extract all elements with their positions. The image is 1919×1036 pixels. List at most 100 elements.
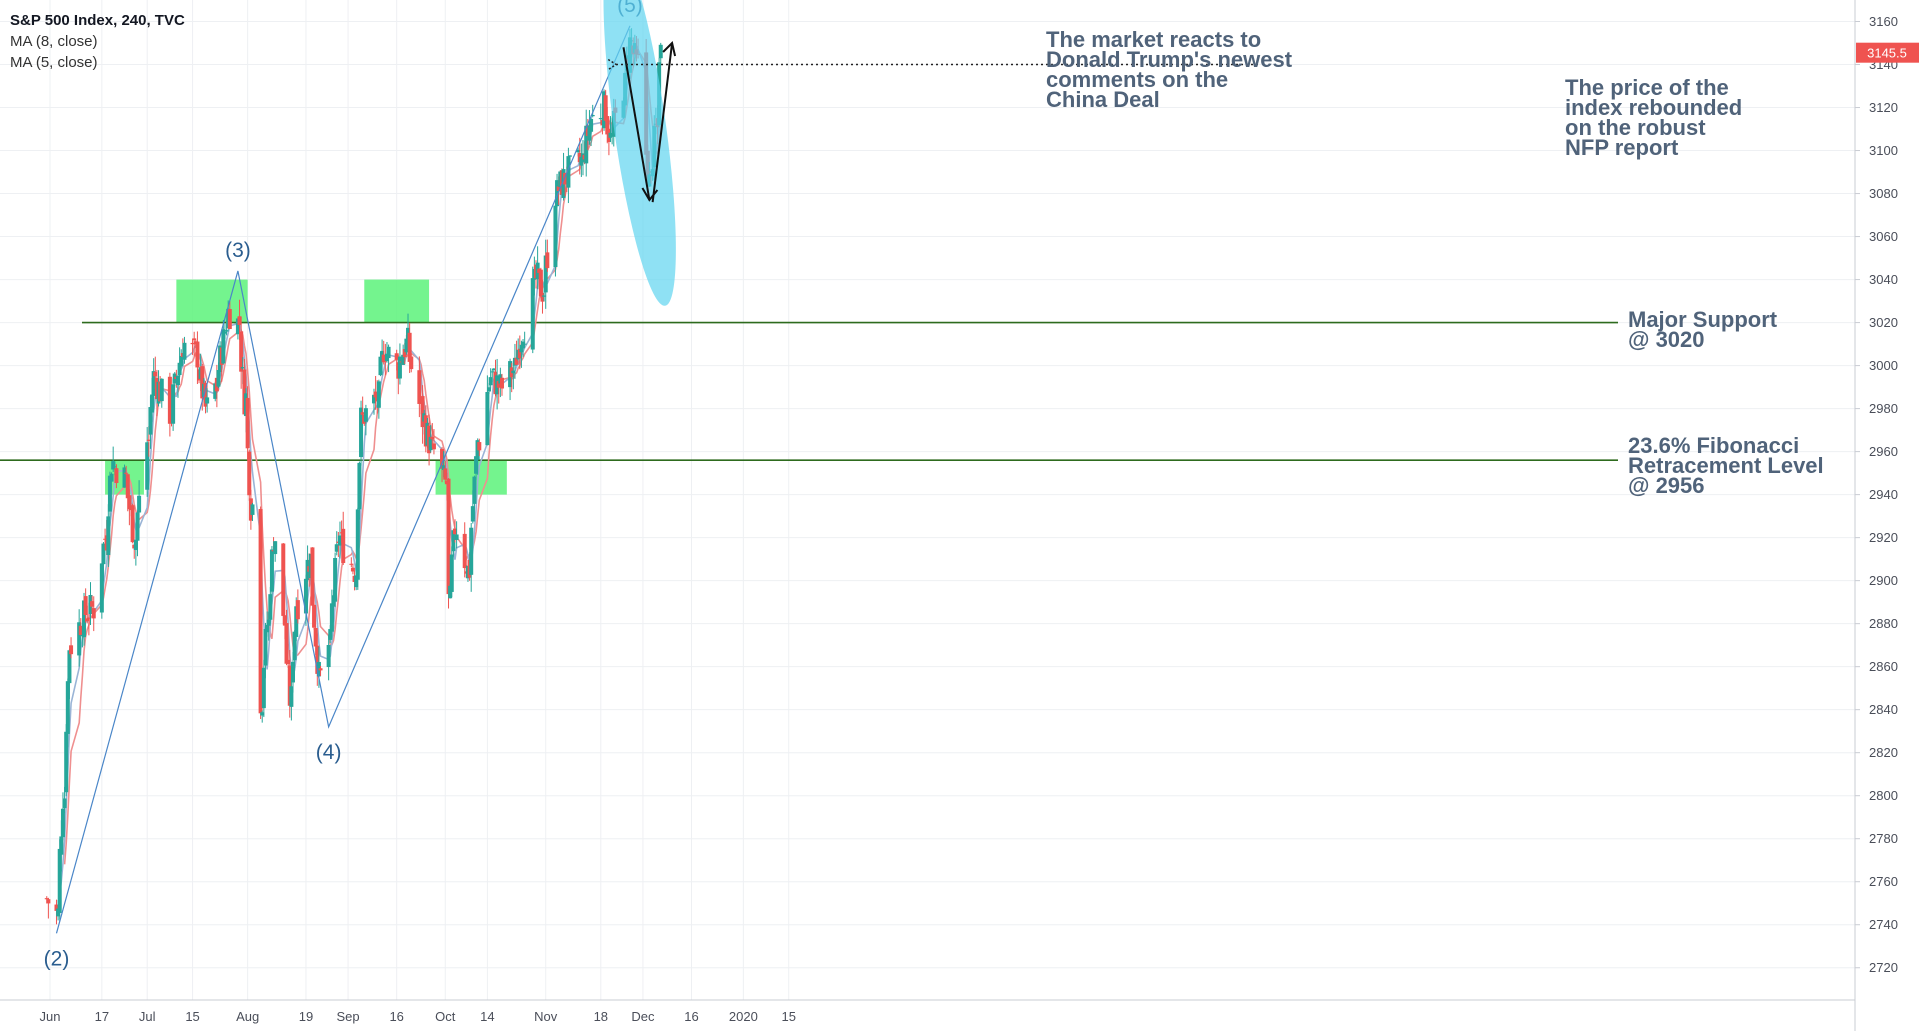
candle-body	[407, 332, 412, 362]
candle-body	[542, 295, 547, 297]
y-tick-label: 2760	[1869, 874, 1898, 889]
candle-body	[295, 600, 300, 620]
candle-body	[222, 331, 227, 334]
x-tick-label: Sep	[337, 1009, 360, 1024]
candle-body	[488, 377, 493, 386]
candle-body	[192, 338, 197, 341]
china-deal-pointer-head	[607, 58, 618, 71]
candle-body	[242, 369, 247, 415]
y-tick-label: 3060	[1869, 229, 1898, 244]
last-price-label: 3145.5	[1867, 46, 1907, 61]
candle-body	[294, 606, 299, 637]
candle-body	[477, 442, 482, 451]
candle-body	[127, 495, 132, 510]
candle-body	[91, 608, 96, 619]
level-label-fibonacci: 23.6% Fibonacci Retracement Level @ 2956	[1628, 433, 1824, 498]
chart-title: S&P 500 Index, 240, TVC	[10, 12, 185, 29]
candle-body	[409, 356, 414, 370]
candle-body	[658, 44, 663, 59]
annotation-china-deal: The market reacts to Donald Trump's newe…	[1046, 27, 1293, 112]
candle-body	[266, 619, 271, 626]
candle-body	[350, 567, 355, 572]
candle-body	[555, 180, 560, 207]
candle-body	[522, 343, 527, 345]
candle-body	[224, 330, 229, 332]
candle-body	[245, 397, 250, 449]
candle-body	[428, 436, 433, 451]
candle-body	[341, 528, 346, 564]
y-tick-label: 3000	[1869, 358, 1898, 373]
candle-body	[472, 476, 477, 504]
candle-body	[496, 380, 501, 388]
zone-rect	[176, 279, 248, 323]
candle-body	[378, 356, 383, 376]
candle-body	[114, 468, 119, 484]
candle-body	[568, 155, 573, 157]
candle-body	[605, 116, 610, 135]
candle-body	[83, 596, 88, 616]
candle-body	[499, 377, 504, 389]
candle-body	[151, 371, 156, 396]
candle-body	[469, 527, 474, 575]
candle-body	[485, 392, 490, 446]
candle-body	[54, 904, 59, 911]
candle-body	[417, 370, 422, 404]
candle-body	[312, 604, 317, 628]
candle-body	[286, 659, 291, 665]
candle-body	[287, 665, 292, 706]
candle-body	[538, 269, 543, 297]
candle-body	[487, 387, 492, 392]
candle-body	[179, 355, 184, 367]
candle-body	[86, 617, 91, 619]
candle-body	[420, 396, 425, 428]
candle-body	[556, 186, 561, 191]
x-tick-label: 19	[299, 1009, 313, 1024]
y-tick-label: 2960	[1869, 444, 1898, 459]
candle-body	[78, 625, 83, 636]
candle-body	[491, 368, 496, 371]
candle-body	[258, 509, 263, 714]
ma8-line	[63, 49, 662, 865]
candle-body	[137, 495, 142, 513]
y-tick-label: 3020	[1869, 315, 1898, 330]
highlight-ellipse	[603, 0, 676, 306]
candle-body	[355, 509, 360, 580]
candle-body	[177, 362, 182, 376]
candle-body	[328, 629, 333, 640]
candle-body	[292, 631, 297, 661]
candle-body	[474, 456, 479, 474]
candle-body	[517, 348, 522, 359]
x-tick-label: 16	[389, 1009, 403, 1024]
y-tick-label: 2940	[1869, 487, 1898, 502]
candle-body	[326, 644, 331, 668]
ma5-legend: MA (5, close)	[10, 54, 98, 71]
candle-body	[203, 382, 208, 407]
y-tick-label: 2740	[1869, 917, 1898, 932]
y-tick-label: 2840	[1869, 702, 1898, 717]
candle-body	[584, 125, 589, 164]
candle-body	[470, 506, 475, 522]
x-tick-label: Nov	[534, 1009, 558, 1024]
candle-body	[462, 533, 467, 569]
candle-body	[576, 149, 581, 153]
candle-body	[453, 528, 457, 535]
candle-body	[101, 543, 106, 565]
candle-body	[603, 95, 608, 121]
candle-body	[284, 623, 289, 664]
candle-body	[360, 412, 365, 415]
candle-body	[190, 342, 195, 345]
candle-body	[545, 252, 550, 269]
candle-body	[239, 331, 244, 372]
candle-body	[514, 357, 519, 365]
candle-body	[540, 292, 545, 302]
candle-body	[357, 462, 362, 510]
y-tick-label: 3120	[1869, 100, 1898, 115]
y-tick-label: 2780	[1869, 831, 1898, 846]
candle-body	[99, 563, 104, 613]
candle-body	[124, 472, 129, 474]
candle-body	[397, 356, 402, 379]
candle-body	[167, 376, 172, 424]
candle-body	[402, 349, 407, 358]
wave-label: (3)	[225, 239, 251, 262]
